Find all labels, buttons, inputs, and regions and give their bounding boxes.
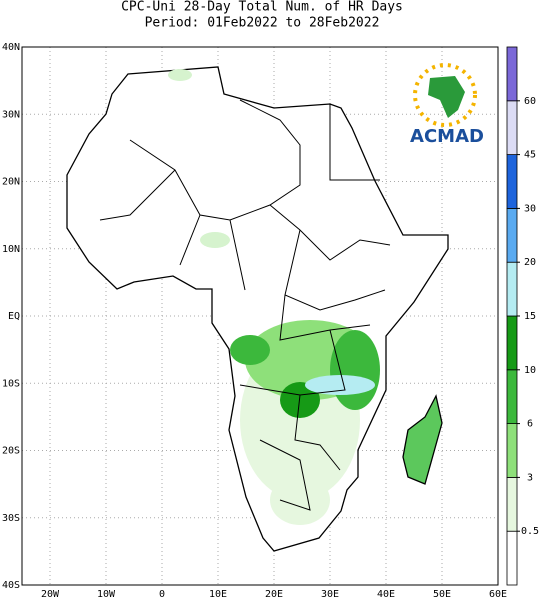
logo-text: ACMAD bbox=[410, 126, 484, 147]
y-tick-label: 20N bbox=[2, 177, 20, 188]
colorbar-segment bbox=[506, 46, 518, 102]
x-tick-label: 30E bbox=[321, 589, 339, 600]
y-tick-label: 40N bbox=[2, 42, 20, 53]
y-tick-label: 10S bbox=[2, 378, 20, 389]
subtitle: Period: 01Feb2022 to 28Feb2022 bbox=[145, 16, 380, 31]
rain-area bbox=[200, 232, 230, 248]
colorbar-segment bbox=[506, 369, 518, 424]
x-tick-label: 0 bbox=[159, 589, 165, 600]
colorbar-segment bbox=[506, 476, 518, 532]
colorbar-segment bbox=[506, 207, 518, 263]
madagascar bbox=[402, 394, 443, 485]
x-tick-label: 20E bbox=[265, 589, 283, 600]
colorbar-label: 20 bbox=[524, 257, 536, 268]
logo-map bbox=[428, 76, 465, 118]
colorbar-label: 30 bbox=[524, 203, 536, 214]
rain-area bbox=[270, 475, 330, 525]
x-tick-label: 50E bbox=[433, 589, 451, 600]
colorbar-label: 60 bbox=[524, 96, 536, 107]
y-tick-label: EQ bbox=[8, 311, 20, 322]
colorbar-segment bbox=[506, 530, 518, 586]
land bbox=[66, 66, 449, 552]
map-frame bbox=[21, 46, 499, 586]
x-tick-label: 40E bbox=[377, 589, 395, 600]
colorbar-segment bbox=[506, 315, 518, 371]
colorbar-segment bbox=[506, 154, 518, 209]
border bbox=[99, 99, 391, 511]
logo: ACMAD bbox=[410, 63, 484, 147]
x-tick-label: 20W bbox=[41, 589, 60, 600]
rain-area bbox=[168, 69, 192, 81]
title: CPC-Uni 28-Day Total Num. of HR Days bbox=[121, 0, 403, 15]
colorbar-segment bbox=[506, 100, 518, 156]
colorbar-label: 6 bbox=[527, 419, 533, 430]
y-tick-label: 30N bbox=[2, 109, 20, 120]
colorbar-label: 3 bbox=[527, 472, 533, 483]
colorbar: 0.5 3 6 10 15 20 30 45 60 bbox=[506, 46, 539, 586]
colorbar-label: 15 bbox=[524, 311, 536, 322]
rain-area bbox=[330, 330, 380, 410]
x-tick-label: 60E bbox=[489, 589, 507, 600]
rain-area bbox=[230, 335, 270, 365]
borders bbox=[99, 99, 391, 511]
rain-area bbox=[305, 375, 375, 395]
x-tick-label: 10W bbox=[97, 589, 116, 600]
y-tick-label: 20S bbox=[2, 446, 20, 457]
y-tick-label: 30S bbox=[2, 513, 20, 524]
colorbar-label: 10 bbox=[524, 365, 536, 376]
colorbar-segment bbox=[506, 261, 518, 317]
colorbar-segment bbox=[506, 423, 518, 478]
logo-rays bbox=[413, 63, 477, 127]
y-tick-label: 40S bbox=[2, 580, 20, 591]
x-tick-label: 10E bbox=[209, 589, 227, 600]
colorbar-label: 45 bbox=[524, 150, 536, 161]
africa bbox=[66, 66, 449, 552]
colorbar-label: 0.5 bbox=[521, 526, 539, 537]
rain-area bbox=[280, 382, 320, 418]
y-tick-label: 10N bbox=[2, 244, 20, 255]
